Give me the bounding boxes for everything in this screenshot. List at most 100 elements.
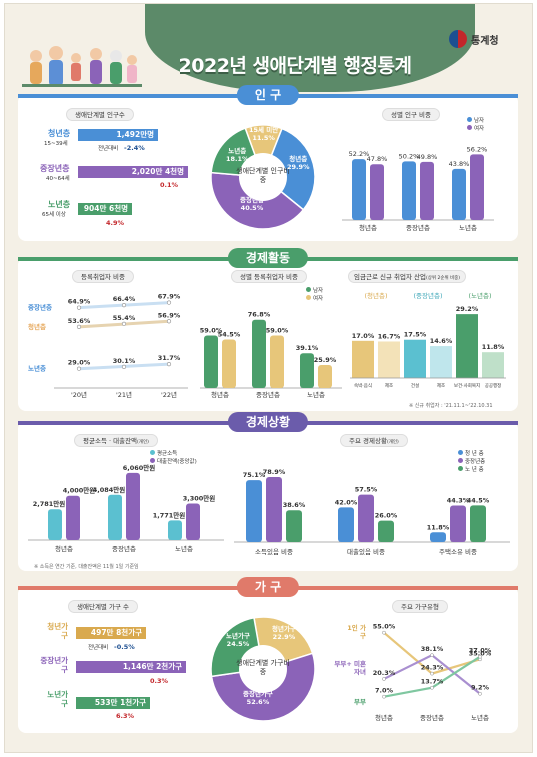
industry-label: 건설	[411, 382, 419, 389]
legend-male-dot	[467, 117, 472, 122]
legend-female-dot	[467, 125, 472, 130]
eco-gender-bar	[222, 339, 236, 388]
pop-pie-old-name: 노년층	[228, 147, 247, 155]
pop-old-change: 4.9%	[106, 219, 125, 227]
hh-young-bar: 497만 8천가구	[76, 627, 146, 639]
eco-line-point	[76, 324, 82, 329]
hh-pie-label-young: 청년가구 22.9%	[272, 625, 296, 641]
hh-type-value: 24.3%	[421, 664, 444, 672]
eco-line-point	[166, 300, 172, 305]
main-legend-old-dot	[458, 466, 463, 471]
population-pie-chart	[210, 124, 316, 230]
industry-bar	[482, 352, 504, 378]
reg-employment-line-chart: 64.9% 66.4% 67.9% 중장년층 53.6% 55.4% 56.9% 청년층 29.…	[28, 293, 188, 399]
pop-gender-cat: 청년층	[359, 223, 377, 232]
income-value: 3,300만원	[183, 493, 216, 502]
eco-line-value: 31.7%	[158, 354, 181, 362]
eco-line-point	[121, 364, 127, 369]
pop-middle-change: 0.1%	[160, 181, 179, 189]
main-legend-middle: 중장년층	[465, 459, 486, 465]
economy-section-title: 경제활동	[227, 248, 309, 268]
pop-pie-middle-name: 중장년층	[240, 196, 264, 204]
pop-young-range: 15~39세	[44, 141, 68, 147]
income-bar	[108, 494, 122, 540]
hh-type-point	[478, 654, 482, 659]
industry-label: 제조	[437, 382, 445, 389]
household-count-title: 생애단계별 가구 수	[68, 600, 138, 613]
hh-type-point	[382, 630, 386, 635]
eco-line-value: 67.9%	[158, 293, 181, 301]
household-pie-chart	[210, 616, 316, 722]
hh-type-point	[382, 694, 386, 699]
pop-pie-middle-value: 40.5%	[240, 204, 264, 212]
hh-type-point	[382, 677, 386, 681]
household-section-title: 가 구	[236, 577, 300, 597]
legend-male-label: 남자	[474, 118, 485, 124]
household-pie-center: 생애단계별 가구비중	[236, 659, 290, 676]
hh-pie-middle-name: 중장년가구	[243, 690, 273, 698]
eco-gender-value: 39.1%	[296, 344, 319, 352]
industry-bar	[352, 340, 374, 378]
eco-line-value: 30.1%	[113, 357, 136, 365]
industry-value: 17.0%	[352, 332, 375, 340]
pop-gender-bar-노년층-0	[452, 168, 466, 220]
income-loan-title-sub: (개인)	[137, 440, 149, 445]
pop-pie-slice-2	[210, 171, 305, 230]
eco-legend-male: 남자	[313, 288, 324, 294]
main-cat: 주택소유 비중	[439, 547, 477, 556]
pop-gender-value: 56.2%	[467, 145, 488, 153]
hh-type-cat: 노년층	[471, 713, 489, 722]
household-pie-hole	[239, 645, 287, 693]
status-note: ※ 소득은 연간 기준, 대출잔액은 11월 1일 기준임	[34, 564, 139, 570]
pop-middle-bar: 2,020만 4천명	[78, 166, 188, 178]
hh-pie-old-name: 노년가구	[226, 632, 250, 640]
pop-gender-value: 52.2%	[349, 150, 370, 158]
main-cat: 소득있음 비중	[255, 547, 293, 556]
hh-type-cat: 청년층	[375, 713, 393, 722]
hh-type-value: 55.0%	[373, 623, 396, 631]
type-label-single: 1인 가구	[347, 624, 366, 640]
pop-pie-old-value: 18.1%	[226, 155, 249, 163]
eco-legend-male-dot	[306, 287, 311, 292]
eco-gender-value: 76.8%	[248, 311, 271, 319]
main-legend-young-dot	[458, 450, 463, 455]
main-bar	[378, 520, 394, 542]
household-type-line-chart: 55.0% 24.3% 35.0% 20.3% 38.1% 9.2% 7.0% 13.7% 37…	[373, 623, 492, 722]
pop-gender-cat: 노년층	[459, 223, 477, 232]
eco-gender-cat: 중장년층	[256, 390, 280, 399]
eco-line-series-name: 청년층	[28, 322, 46, 331]
pop-pie-child-name: 15세 미만	[249, 126, 279, 134]
industry-bar	[378, 341, 400, 378]
industry-label: 숙박·음식	[354, 382, 372, 389]
eco-gender-bar	[204, 335, 218, 388]
pop-gender-bar-청년층-1	[370, 164, 384, 220]
hh-type-value: 38.1%	[421, 645, 444, 653]
agency-logo-icon	[449, 30, 467, 48]
eco-line-value: 55.4%	[113, 314, 136, 322]
pop-middle-label: 중장년층	[40, 164, 70, 173]
eco-gender-cat: 청년층	[211, 390, 229, 399]
eco-gender-value: 25.9%	[314, 356, 337, 364]
household-type-title: 주요 가구유형	[392, 600, 448, 613]
income-bar	[48, 509, 62, 540]
pop-gender-value: 49.8%	[417, 153, 438, 161]
pop-gender-bar-중장년층-1	[420, 161, 434, 220]
income-bar	[168, 520, 182, 540]
hh-type-point	[430, 671, 434, 676]
eco-line-value: 53.6%	[68, 317, 91, 325]
eco-gender-bar	[252, 319, 266, 388]
pop-old-range: 65세 이상	[42, 212, 66, 218]
industry-bar	[456, 314, 478, 378]
income-loan-title: 평균소득 · 대출잔액(개인)	[74, 434, 158, 447]
hh-type-value: 37.0%	[469, 647, 492, 655]
eco-line-value: 66.4%	[113, 295, 136, 303]
hh-pie-middle-value: 52.6%	[246, 698, 270, 706]
industry-label: 보건·사회복지	[454, 382, 480, 389]
main-value: 78.9%	[263, 468, 286, 476]
income-cat: 청년층	[55, 544, 73, 553]
main-bar	[430, 532, 446, 542]
hh-type-value: 13.7%	[421, 678, 444, 686]
eco-gender-bar	[318, 364, 332, 388]
pop-gender-bar-청년층-0	[352, 159, 366, 220]
industry-group-name: (중장년층)	[414, 291, 443, 300]
